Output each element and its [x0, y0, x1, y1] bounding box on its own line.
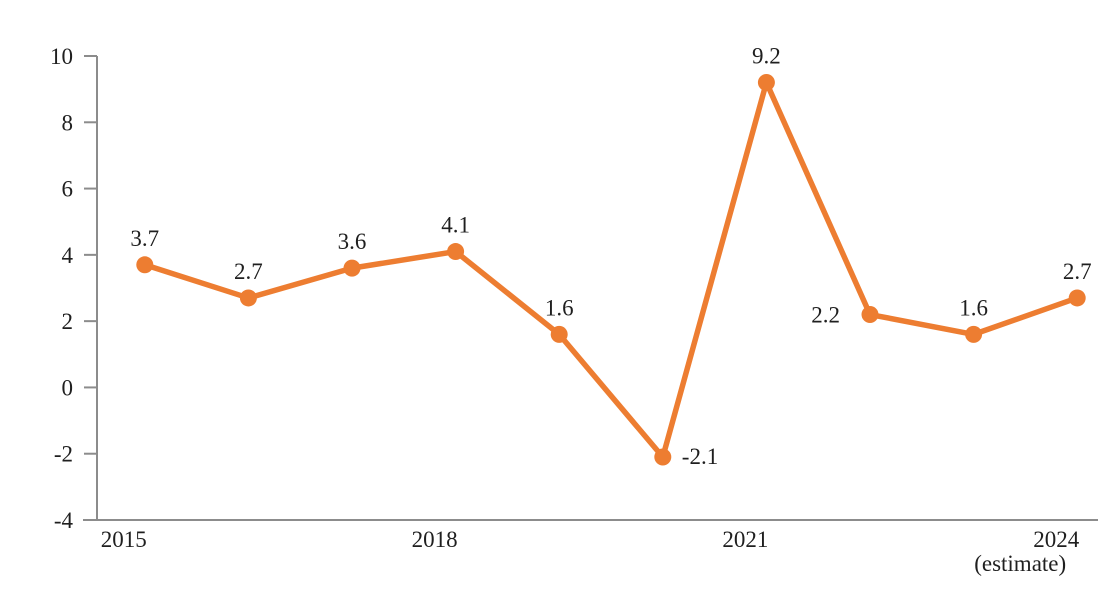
x-axis-tick-label: 2024 [1033, 527, 1080, 552]
y-axis-tick-label: 6 [62, 177, 74, 202]
y-axis-tick-label: -2 [54, 442, 73, 467]
data-point-label: 2.7 [1063, 259, 1092, 284]
y-axis-tick-label: 4 [62, 243, 74, 268]
data-point-label: 3.6 [338, 229, 367, 254]
x-axis-tick-label: 2021 [722, 527, 768, 552]
y-axis-tick-label: 8 [62, 110, 74, 135]
x-axis-sublabel: (estimate) [974, 551, 1066, 576]
data-point-marker [447, 243, 465, 261]
data-point-label: 2.7 [234, 259, 263, 284]
data-point-label: -2.1 [682, 444, 718, 469]
y-axis-tick-label: 0 [62, 375, 74, 400]
data-point-label: 3.7 [130, 226, 159, 251]
data-point-label: 1.6 [545, 295, 574, 320]
series-line [142, 79, 1080, 460]
data-point-label: 9.2 [752, 44, 781, 69]
x-axis-tick-label: 2018 [412, 527, 458, 552]
data-point-marker [136, 256, 154, 274]
data-point-marker [861, 306, 879, 324]
line-chart: 10 8 6 4 2 0 -2 -4 2015 2018 2021 2024 (estimate) 3.7… [40, 16, 1098, 584]
x-axis-tick-label: 2015 [101, 527, 147, 552]
data-point-marker [343, 259, 361, 277]
data-point-label: 2.2 [811, 303, 840, 328]
y-axis-tick-label: 10 [50, 44, 73, 69]
data-point-marker [654, 448, 672, 466]
data-point-label: 4.1 [441, 213, 470, 238]
data-point-label: 1.6 [959, 295, 988, 320]
data-point-marker [550, 325, 568, 343]
data-point-marker [757, 74, 775, 92]
y-axis-tick-label: -4 [54, 508, 74, 533]
y-axis-tick-label: 2 [62, 309, 74, 334]
data-point-marker [965, 325, 983, 343]
data-point-marker [239, 289, 257, 307]
chart-canvas: 10 8 6 4 2 0 -2 -4 2015 2018 2021 2024(estimate) 3.7… [50, 44, 1098, 576]
data-point-marker [1068, 289, 1086, 307]
